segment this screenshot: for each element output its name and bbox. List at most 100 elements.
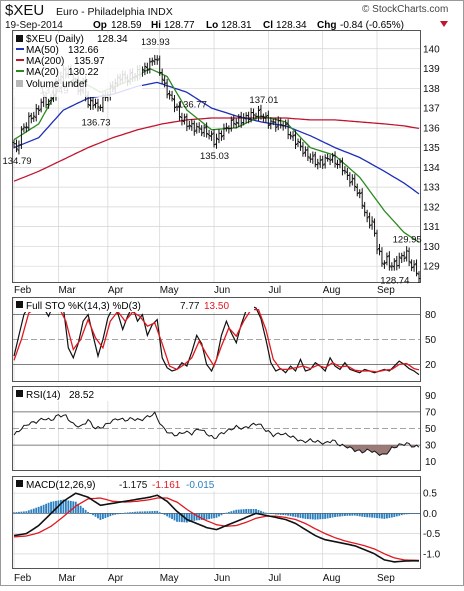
ohlc-readout: Op 128.59 Hi 128.77 Lo 128.31 Cl 128.34 … (93, 20, 404, 31)
macd-hist-bar (173, 513, 176, 521)
macd-hist-bar (385, 513, 388, 519)
macd-hist-bar (111, 513, 114, 516)
rsi-legend-label: RSI(14) (26, 390, 60, 401)
price-bar (412, 260, 416, 272)
op-value: 128.59 (111, 20, 142, 31)
rsi-panel (12, 386, 421, 471)
macd-hist-bar (316, 513, 319, 520)
price-bar (155, 55, 159, 65)
macd-hist-bar (203, 513, 206, 520)
price-bar (353, 174, 357, 192)
macd-lines (13, 492, 420, 563)
x-tick-label-bottom: Apr (108, 573, 124, 584)
macd-y-tick-label: 0.0 (423, 509, 437, 520)
price-bar (370, 216, 374, 230)
price-bar (237, 114, 241, 128)
symbol-description: Euro - Philadelphia INDX (56, 6, 173, 18)
macd-hist-bar (99, 513, 102, 520)
rsi-line (13, 411, 420, 457)
price-y-tick-label: 134 (423, 163, 440, 174)
macd-hist-bar (329, 513, 331, 518)
macd-hist-bar (190, 513, 193, 522)
macd-hist-bar (294, 513, 297, 518)
macd-hist-bar (282, 513, 285, 516)
price-bar (279, 117, 283, 129)
macd-hist-bar (390, 513, 393, 518)
macd-hist-bar (223, 513, 225, 514)
price-bar (348, 172, 352, 187)
price-annotation: 129.95 (393, 234, 422, 245)
macd-hist-bar (363, 513, 366, 518)
legend-symbol-label: $XEU (Daily) (26, 34, 84, 45)
price-bar (256, 105, 260, 122)
price-y-tick-label: 129 (423, 262, 440, 273)
macd-hist-bar (102, 513, 104, 520)
price-bar (360, 188, 364, 209)
price-bar (410, 259, 414, 272)
x-tick-label-bottom: Jun (214, 573, 230, 584)
price-bar (311, 151, 315, 164)
price-annotation: 136.73 (81, 117, 110, 128)
price-bar (294, 130, 298, 150)
macd-legend-swatch (16, 480, 23, 487)
macd-hist-bar (284, 513, 287, 516)
macd-hist-bar (398, 513, 401, 516)
macd-hist-bar (151, 511, 154, 514)
price-bar (91, 97, 95, 110)
macd-hist-bar (220, 513, 223, 516)
hi-label: Hi (151, 20, 161, 31)
macd-hist-bar (292, 513, 294, 517)
macd-hist-bar (255, 509, 257, 514)
x-axis: Feb Feb Mar Mar Apr Apr May May Jun Jun Jul Jul Aug A… (14, 285, 395, 584)
macd-hist-bar (143, 511, 146, 514)
macd-hist-bar (156, 510, 159, 514)
macd-hist-bar (247, 509, 250, 514)
macd-hist-bar (136, 511, 139, 514)
macd-hist-bar (361, 513, 364, 517)
macd-hist-bar (413, 513, 415, 514)
macd-hist-bar (218, 513, 220, 517)
macd-hist-bar (176, 513, 178, 522)
price-bar (407, 247, 411, 267)
macd-hist-bar (15, 512, 18, 514)
macd-hist-bar (13, 512, 15, 514)
price-bar (234, 118, 238, 129)
macd-hist-bar (346, 513, 349, 516)
macd-hist-bar (302, 513, 304, 519)
x-tick-label: May (160, 285, 179, 296)
price-bar (259, 104, 263, 120)
macd-hist-bar (376, 513, 378, 519)
macd-hist-bar (403, 513, 406, 515)
macd-hist-bar (121, 513, 124, 514)
macd-hist-bar (334, 513, 336, 518)
price-bar (215, 133, 218, 149)
macd-hist-bar (366, 513, 369, 518)
macd-hist-bar (393, 513, 396, 518)
sto-legend-label: Full STO %K(14,3) %D(3) (26, 301, 141, 312)
macd-hist-bar (395, 513, 398, 517)
macd-hist-bar (269, 513, 272, 514)
macd-hist-bar (200, 513, 203, 520)
macd-hist-bar (319, 513, 322, 520)
legend-swatch-symbol (16, 35, 23, 42)
price-bar (331, 152, 335, 163)
macd-hist-bar (242, 509, 245, 514)
macd-signal-line (13, 497, 420, 562)
rsi-y-tick-label: 10 (425, 457, 437, 468)
macd-hist-bar (188, 513, 191, 522)
macd-hist-bar (237, 509, 240, 514)
macd-hist-bar (371, 513, 373, 518)
price-annotation: 128.74 (380, 275, 409, 286)
price-bar (210, 130, 214, 141)
price-bar (242, 113, 246, 126)
macd-hist-bar (116, 513, 119, 515)
price-bar (387, 251, 391, 271)
x-tick-label-bottom: Feb (14, 573, 32, 584)
price-y-axis: 129 130 131 132 133 134 135 136 137 138 139 140 (423, 44, 440, 272)
ma-line-MA200 (13, 117, 420, 182)
macd-y-tick-label: -0.5 (423, 529, 441, 540)
macd-hist-bar (185, 513, 188, 523)
x-tick-label: Jul (268, 285, 281, 296)
price-bar (145, 62, 149, 74)
